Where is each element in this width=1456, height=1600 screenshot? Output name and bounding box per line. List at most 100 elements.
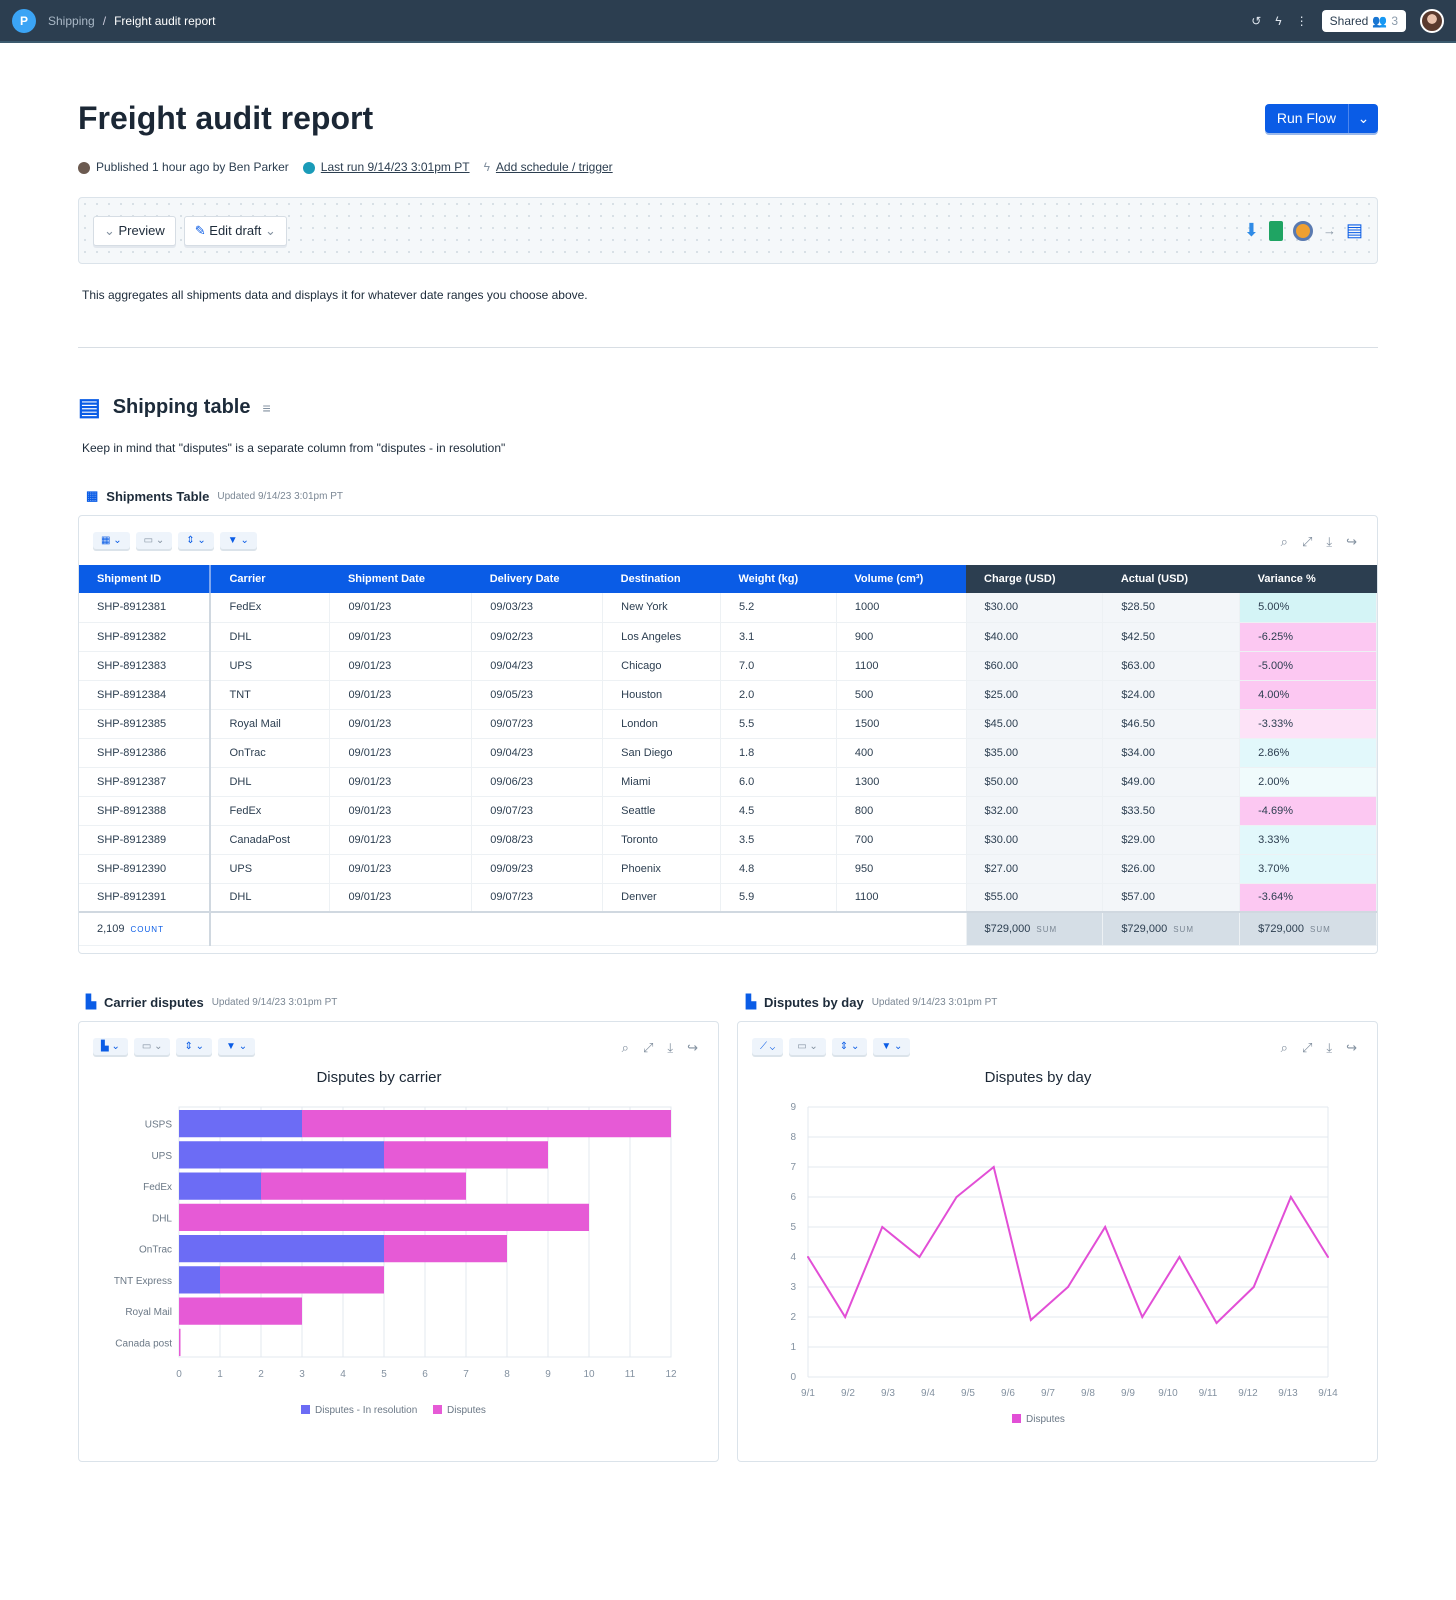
column-header[interactable]: Charge (USD) xyxy=(966,565,1103,593)
table-cell: SHP-8912390 xyxy=(79,854,212,884)
chevron-down-icon[interactable]: ⌄ xyxy=(1348,104,1378,133)
column-header[interactable]: Shipment Date xyxy=(329,565,472,593)
expand-icon[interactable]: ⤢ xyxy=(1301,534,1313,549)
table-row[interactable]: SHP-8912389 CanadaPost 09/01/23 09/08/23 Tor… xyxy=(79,825,1377,855)
search-icon[interactable]: ⌕ xyxy=(1280,534,1288,549)
column-header[interactable]: Actual (USD) xyxy=(1102,565,1240,593)
filter-dropdown[interactable]: ▼ ⌄ xyxy=(873,1038,911,1055)
table-cell: 1100 xyxy=(836,651,967,681)
table-row[interactable]: SHP-8912388 FedEx 09/01/23 09/07/23 Seattle 4… xyxy=(79,796,1377,826)
data-point xyxy=(807,1256,809,1258)
table-cell: 09/01/23 xyxy=(329,622,473,652)
table-row[interactable]: SHP-8912382 DHL 09/01/23 09/02/23 Los Angele… xyxy=(79,622,1377,652)
cloud-download-icon[interactable]: ⬇ xyxy=(1243,220,1259,240)
table-cell: 09/07/23 xyxy=(471,796,604,826)
chart-type-dropdown[interactable]: ⟋ ⌄ xyxy=(752,1038,784,1055)
table-row[interactable]: SHP-8912391 DHL 09/01/23 09/07/23 Denver 5.9 1… xyxy=(79,883,1377,913)
x-tick-label: 8 xyxy=(504,1369,510,1380)
table-cell: 4.5 xyxy=(720,796,837,826)
chart-type-dropdown[interactable]: ▙ ⌄ xyxy=(93,1038,128,1055)
carrier-chart-title-row: ▙ Carrier disputes Updated 9/14/23 3:01p… xyxy=(86,994,337,1010)
table-row[interactable]: SHP-8912386 OnTrac 09/01/23 09/04/23 San Die… xyxy=(79,738,1377,768)
table-cell: $45.00 xyxy=(966,709,1104,739)
group-dropdown[interactable]: ▭ ⌄ xyxy=(135,532,173,549)
user-avatar[interactable] xyxy=(1420,8,1444,33)
view-type-dropdown[interactable]: ▦ ⌄ xyxy=(93,532,130,549)
breadcrumb-parent[interactable]: Shipping xyxy=(48,13,95,28)
data-point xyxy=(844,1316,847,1318)
preview-button[interactable]: ⌄ Preview xyxy=(93,215,176,246)
table-row[interactable]: SHP-8912384 TNT 09/01/23 09/05/23 Houston 2.0… xyxy=(79,680,1377,710)
column-header[interactable]: Carrier xyxy=(210,565,330,593)
column-header[interactable]: Volume (cm³) xyxy=(836,565,966,593)
table-cell: 1500 xyxy=(836,709,967,739)
column-header[interactable]: Variance % xyxy=(1239,565,1377,593)
column-header[interactable]: Destination xyxy=(602,565,721,593)
snowflake-connector-icon[interactable] xyxy=(1292,220,1313,241)
column-header[interactable]: Delivery Date xyxy=(471,565,603,593)
run-flow-button[interactable]: Run Flow xyxy=(1276,110,1336,126)
table-cell: 09/02/23 xyxy=(471,622,604,652)
data-point xyxy=(1029,1319,1032,1321)
search-icon[interactable]: ⌕ xyxy=(1280,1040,1288,1055)
table-cell: 09/03/23 xyxy=(471,593,604,623)
lightning-icon[interactable]: ϟ xyxy=(1275,13,1282,28)
share-icon[interactable]: ↪ xyxy=(1346,534,1357,549)
share-icon[interactable]: ↪ xyxy=(1346,1040,1357,1055)
search-icon[interactable]: ⌕ xyxy=(621,1040,629,1055)
table-cell: 09/01/23 xyxy=(329,767,473,797)
bar-disputes xyxy=(179,1203,589,1231)
group-dropdown[interactable]: ▭ ⌄ xyxy=(789,1038,826,1055)
sort-dropdown[interactable]: ⇕ ⌄ xyxy=(178,532,214,549)
table-cell: SHP-8912386 xyxy=(79,738,212,768)
table-cell: 3.33% xyxy=(1239,825,1377,855)
google-sheets-icon[interactable] xyxy=(1268,220,1283,241)
pencil-icon: ✎ xyxy=(194,222,210,238)
table-row[interactable]: SHP-8912381 FedEx 09/01/23 09/03/23 New York… xyxy=(79,593,1377,623)
expand-icon[interactable]: ⤢ xyxy=(642,1040,654,1055)
table-cell: $29.00 xyxy=(1102,825,1241,855)
table-row[interactable]: SHP-8912385 Royal Mail 09/01/23 09/07/23 Lon… xyxy=(79,709,1377,739)
table-row[interactable]: SHP-8912383 UPS 09/01/23 09/04/23 Chicago 7.0… xyxy=(79,651,1377,681)
table-cell: 09/05/23 xyxy=(471,680,604,710)
app-logo[interactable]: P xyxy=(12,8,36,33)
group-dropdown[interactable]: ▭ ⌄ xyxy=(133,1038,171,1055)
table-cell: DHL xyxy=(210,883,331,913)
published-text: Published 1 hour ago by Ben Parker xyxy=(96,160,289,174)
bar-in-resolution xyxy=(179,1172,261,1200)
column-header[interactable]: Weight (kg) xyxy=(720,565,837,593)
table-cell: $40.00 xyxy=(966,622,1104,652)
history-icon[interactable]: ↺ xyxy=(1251,13,1262,28)
bar-chart-icon: ▙ xyxy=(86,994,96,1009)
edit-draft-button[interactable]: ✎ Edit draft ⌄ xyxy=(183,215,287,246)
data-point xyxy=(1067,1286,1069,1288)
table-row[interactable]: SHP-8912390 UPS 09/01/23 09/09/23 Phoenix 4.8… xyxy=(79,854,1377,884)
menu-icon[interactable]: ≡ xyxy=(262,399,271,416)
table-cell: Toronto xyxy=(602,825,721,855)
sort-dropdown[interactable]: ⇕ ⌄ xyxy=(176,1038,213,1055)
download-icon[interactable]: ⤓ xyxy=(1326,1040,1333,1055)
chevrons-icon: ⌄ xyxy=(104,222,119,238)
bar-disputes xyxy=(384,1141,548,1169)
y-category-label: TNT Express xyxy=(114,1276,172,1287)
filter-dropdown[interactable]: ▼ ⌄ xyxy=(218,1038,256,1055)
more-icon[interactable]: ⋮ xyxy=(1295,13,1308,28)
download-icon[interactable]: ⤓ xyxy=(1326,534,1333,549)
column-header[interactable]: Shipment ID xyxy=(79,565,212,593)
filter-dropdown[interactable]: ▼ ⌄ xyxy=(219,532,257,549)
shared-button[interactable]: Shared 👥 3 xyxy=(1321,9,1406,32)
table-cell: 1100 xyxy=(836,883,967,913)
sort-dropdown[interactable]: ⇕ ⌄ xyxy=(831,1038,868,1055)
download-icon[interactable]: ⤓ xyxy=(667,1040,674,1055)
last-run-link[interactable]: Last run 9/14/23 3:01pm PT xyxy=(320,160,470,174)
y-category-label: DHL xyxy=(152,1213,172,1224)
add-schedule-link[interactable]: Add schedule / trigger xyxy=(495,160,613,174)
expand-icon[interactable]: ⤢ xyxy=(1301,1040,1313,1055)
table-row[interactable]: SHP-8912387 DHL 09/01/23 09/06/23 Miami 6.0 13… xyxy=(79,767,1377,797)
table-cell: SHP-8912382 xyxy=(79,622,212,652)
table-cell: 3.1 xyxy=(720,622,837,652)
share-icon[interactable]: ↪ xyxy=(687,1040,698,1055)
bar-zero xyxy=(179,1328,181,1356)
table-icon[interactable]: ▤ xyxy=(1345,220,1363,240)
edit-draft-label: Edit draft xyxy=(209,222,262,238)
